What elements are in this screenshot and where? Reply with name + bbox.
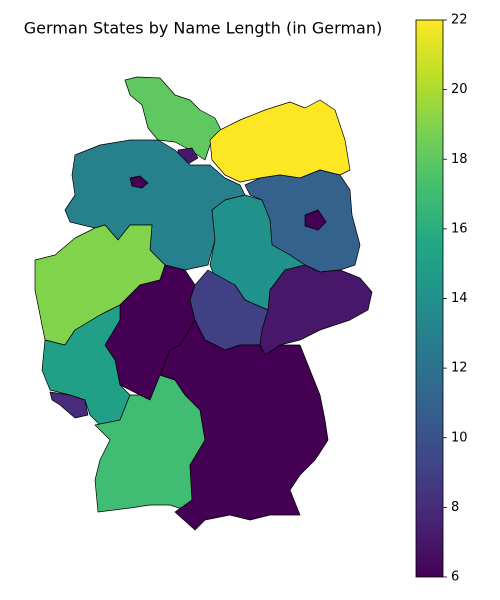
colorbar <box>415 19 444 578</box>
state-region <box>209 99 351 183</box>
colorbar-tick-label: 16 <box>451 221 468 236</box>
colorbar-tick-label: 12 <box>451 361 468 376</box>
state-region <box>129 175 149 189</box>
chart-title: German States by Name Length (in German) <box>24 19 382 38</box>
colorbar-tick-label: 6 <box>451 570 459 585</box>
colorbar-tick-label: 20 <box>451 82 468 97</box>
state-region <box>124 76 223 161</box>
colorbar-tick-label: 22 <box>451 13 468 28</box>
state-region <box>304 209 327 231</box>
state-region <box>49 391 89 419</box>
colorbar-tick-label: 14 <box>451 291 468 306</box>
colorbar-tick-label: 10 <box>451 430 468 445</box>
state-region <box>64 139 246 271</box>
map <box>34 76 373 531</box>
state-region <box>159 319 329 531</box>
colorbar-tick-label: 18 <box>451 152 468 167</box>
colorbar-tick-label: 8 <box>451 500 459 515</box>
